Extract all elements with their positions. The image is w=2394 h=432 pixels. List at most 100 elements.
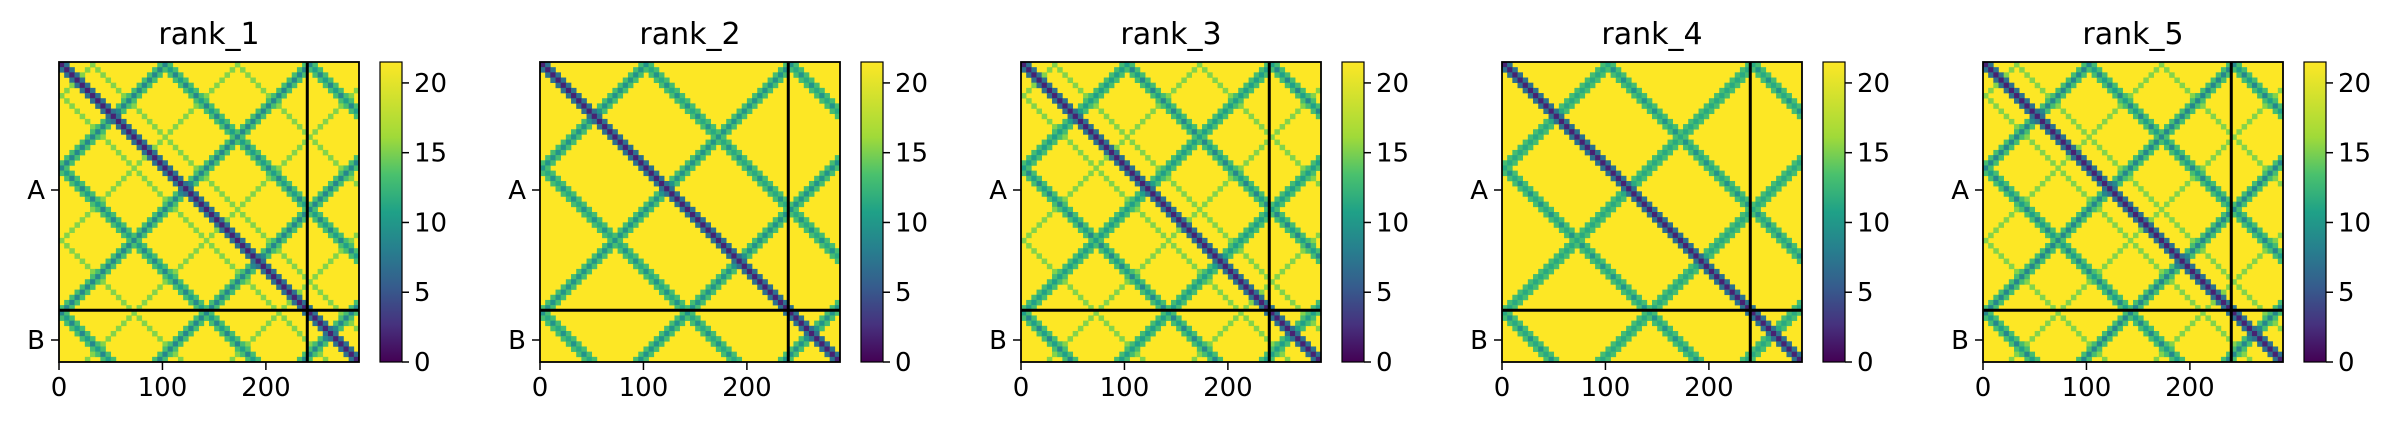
heatmap-cell [136,134,143,140]
heatmap-cell [669,87,675,94]
heatmap-cell [2272,356,2279,363]
heatmap-cell [1217,258,1224,265]
heatmap-cell [777,305,784,311]
heatmap-cell [1072,263,1079,270]
heatmap-cell [1595,253,1601,259]
heatmap-cell [1191,279,1198,285]
heatmap-cell [2169,341,2175,347]
heatmap-cell [602,124,608,130]
heatmap-cell [1041,113,1048,120]
heatmap-cell [229,139,236,146]
heatmap-cell [757,279,763,285]
heatmap-cell [322,217,329,223]
heatmap-cell [2019,346,2025,352]
heatmap-cell [2277,180,2284,187]
heatmap-cell [2231,206,2237,213]
heatmap-cell [2122,232,2129,239]
heatmap-cell [746,268,753,275]
heatmap-cell [1672,134,1679,140]
heatmap-cell [2045,243,2051,249]
heatmap-cell [90,139,96,146]
heatmap-cell [95,93,101,99]
heatmap-cell [772,217,779,223]
heatmap-cell [1274,346,1280,352]
heatmap-cell [2272,253,2279,259]
heatmap-cell [1160,305,1167,311]
heatmap-cell [1569,248,1575,254]
heatmap-cell [1760,346,1767,352]
heatmap-cell [700,294,706,301]
heatmap-cell [131,310,137,316]
heatmap-cell [1046,289,1053,296]
heatmap-cell [1145,82,1151,89]
heatmap-cell [312,346,318,352]
heatmap-cell [1693,149,1699,156]
heatmap-cell [1258,191,1265,197]
heatmap-cell [141,232,148,239]
heatmap-cell [633,155,639,161]
heatmap-cell [752,243,758,249]
heatmap-cell [721,129,727,135]
heatmap-cell [2081,129,2087,135]
heatmap-cell [2096,196,2103,202]
heatmap-cell [1046,67,1053,73]
heatmap-cell [177,191,184,197]
heatmap-cell [152,160,158,166]
heatmap-cell [172,346,179,352]
heatmap-cell [1119,351,1125,358]
colorbar-tick-label: 0 [895,348,912,378]
heatmap-cell [2184,165,2191,171]
heatmap-cell [591,217,598,223]
heatmap-cell [1512,325,1518,332]
heatmap-cell [338,243,344,249]
heatmap-cell [2236,341,2242,347]
heatmap-cell [1098,93,1105,99]
heatmap-cell [271,237,277,244]
heatmap-cell [1227,274,1234,280]
heatmap-cell [726,248,732,254]
heatmap-cell [2019,103,2025,109]
heatmap-cell [1631,196,1637,202]
heatmap-cell [2200,243,2206,249]
heatmap-cell [545,72,551,78]
heatmap-cell [2003,149,2010,156]
heatmap-cell [209,165,215,171]
heatmap-cell [1046,191,1053,197]
heatmap-cell [1300,180,1306,187]
heatmap-cell [2107,330,2113,337]
heatmap-cell [2070,149,2077,156]
heatmap-cell [1150,87,1156,94]
heatmap-cell [1657,118,1663,125]
heatmap-cell [1677,134,1684,140]
heatmap-cell [1595,356,1601,363]
heatmap-cell [2029,113,2036,120]
heatmap-cell [1227,237,1234,244]
heatmap-cell [2267,341,2273,347]
heatmap-cell [100,341,106,347]
heatmap-cell [596,118,603,125]
heatmap-cell [1993,149,1999,156]
heatmap-cell [167,139,174,146]
heatmap-cell [157,160,163,166]
heatmap-cell [291,149,298,156]
heatmap-cell [2272,108,2279,115]
heatmap-cell [59,62,65,68]
heatmap-cell [710,124,717,130]
heatmap-cell [64,175,70,182]
heatmap-cell [1724,82,1730,89]
heatmap-cell [146,227,153,233]
heatmap-cell [115,325,122,332]
heatmap-cell [1238,232,1244,239]
heatmap-cell [2117,191,2123,197]
heatmap-cell [814,336,820,342]
heatmap-cell [658,175,665,182]
heatmap-cell [679,315,686,321]
heatmap-cell [1124,62,1130,68]
heatmap-cell [177,175,184,182]
heatmap-cell [2241,144,2248,151]
heatmap-cell [2220,196,2227,202]
heatmap-cell [312,212,318,218]
heatmap-cell [1077,217,1084,223]
heatmap-cell [1284,356,1291,363]
heatmap-cell [602,98,608,104]
